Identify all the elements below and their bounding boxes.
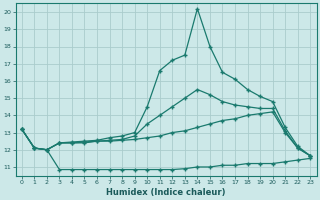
X-axis label: Humidex (Indice chaleur): Humidex (Indice chaleur) (106, 188, 226, 197)
